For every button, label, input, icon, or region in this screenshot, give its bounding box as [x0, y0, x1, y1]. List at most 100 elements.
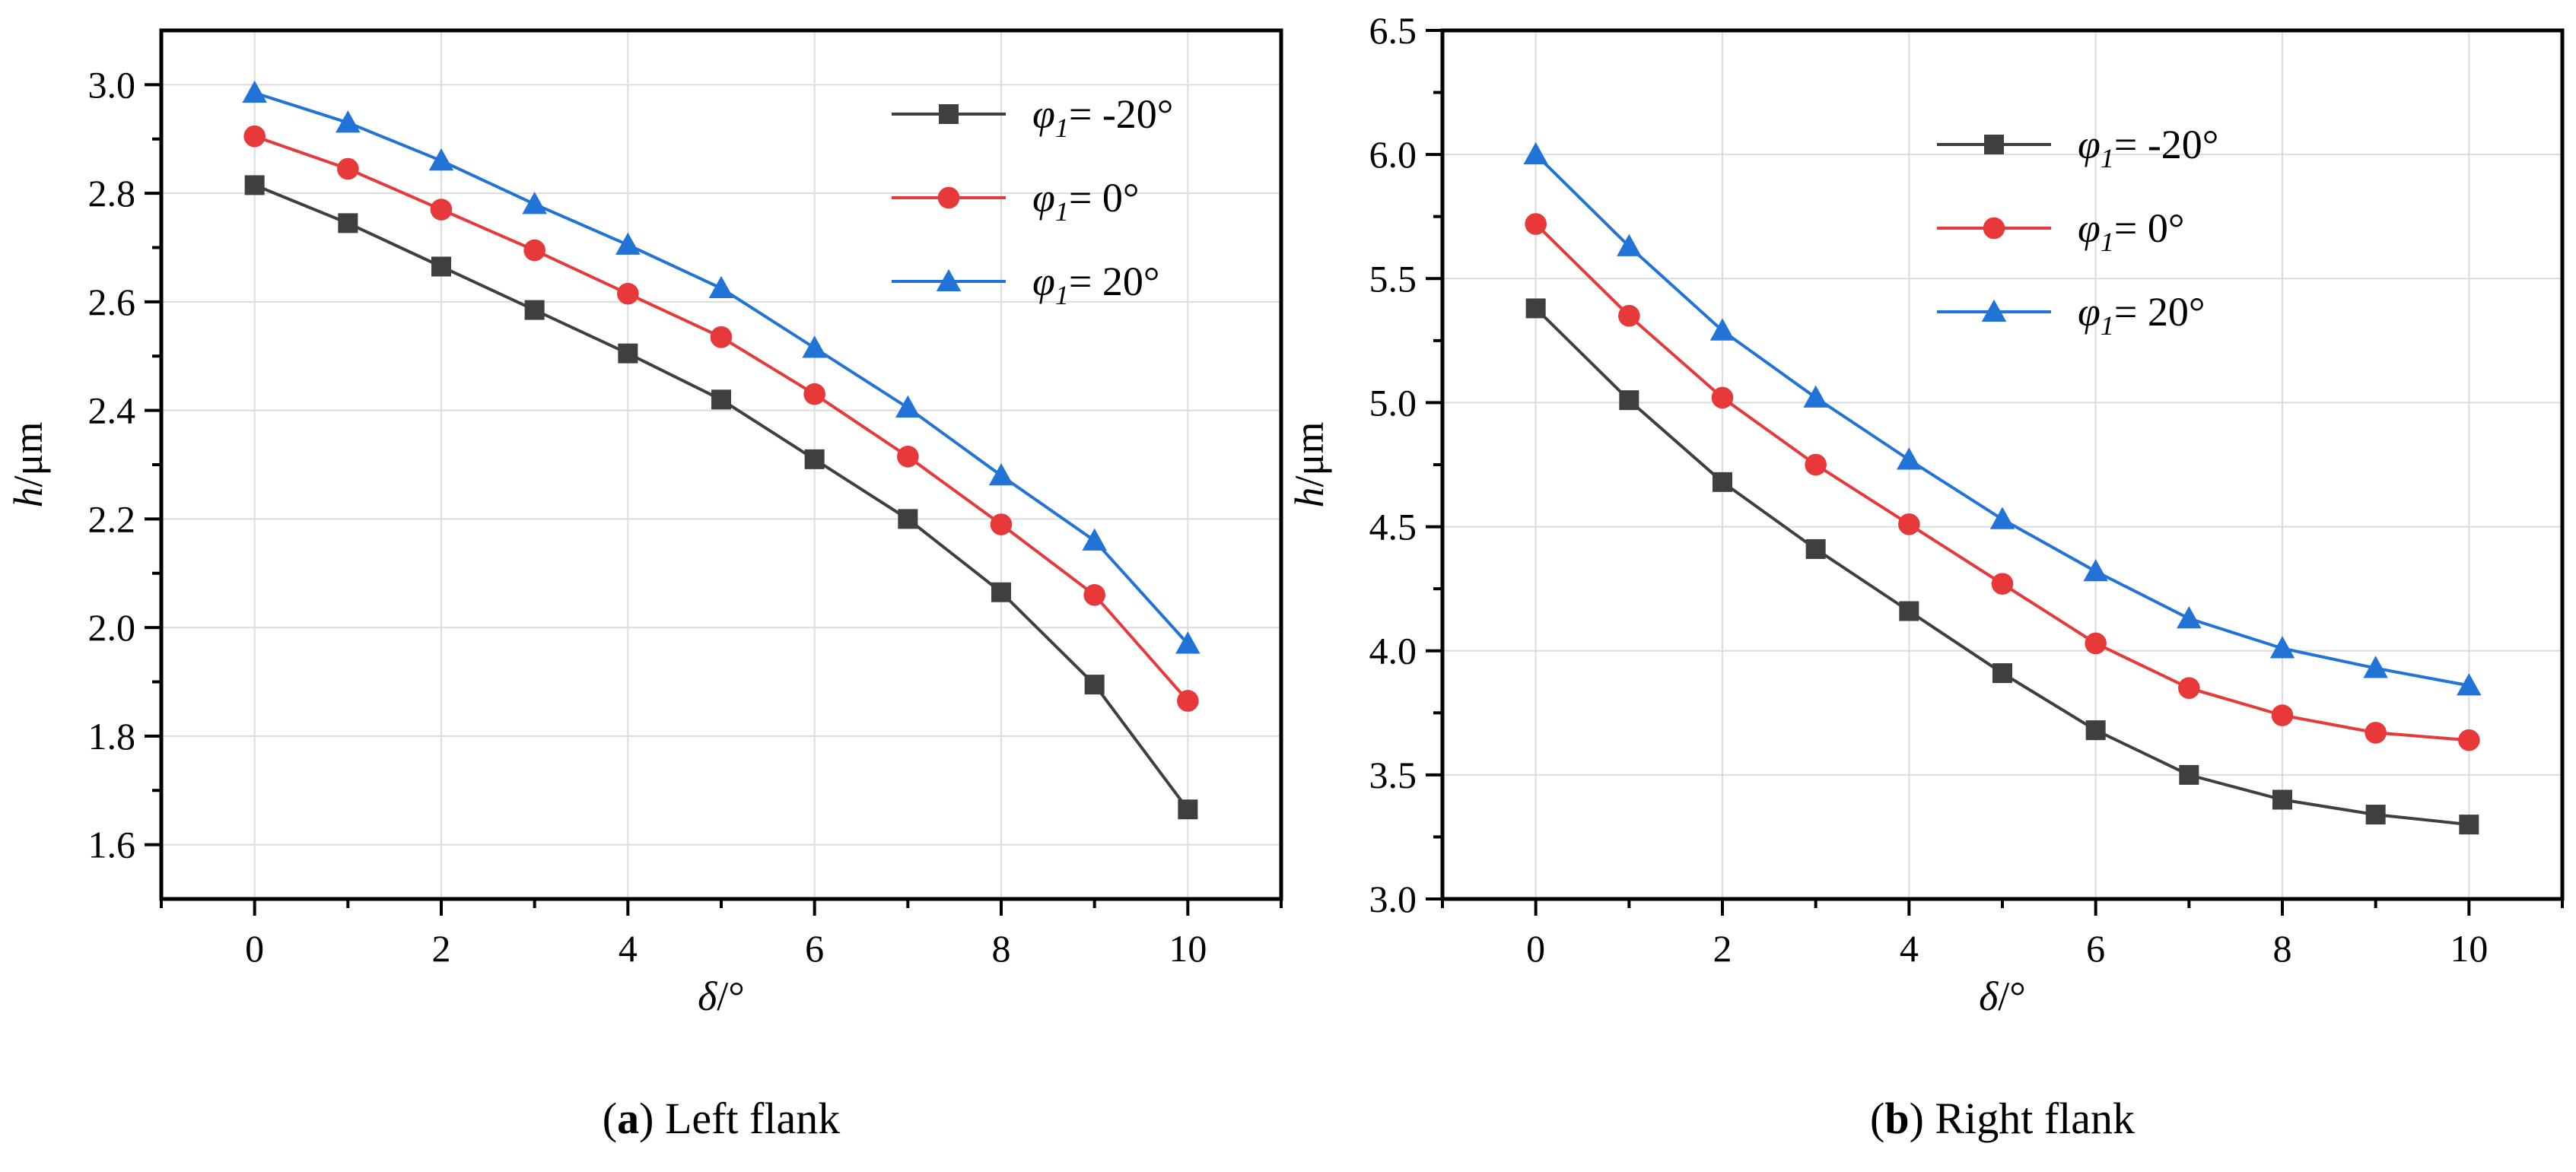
- data-point: [618, 343, 638, 364]
- data-point: [708, 275, 734, 299]
- y-axis-unit: /μm: [1286, 422, 1332, 488]
- data-point: [2457, 673, 2482, 696]
- x-tick-label: 4: [1900, 927, 1919, 970]
- data-point: [1619, 390, 1639, 411]
- legend-subscript: 1: [2101, 143, 2114, 173]
- legend-value: = -20°: [1069, 91, 1174, 137]
- legend-subscript: 1: [1055, 113, 1069, 143]
- y-axis-symbol: h: [5, 487, 51, 507]
- data-point: [617, 282, 639, 305]
- data-point: [336, 110, 361, 133]
- data-point: [523, 239, 545, 262]
- data-point: [1082, 528, 1107, 551]
- data-point: [988, 463, 1014, 486]
- data-point: [431, 256, 451, 277]
- y-tick-label: 4.5: [1369, 506, 1417, 548]
- legend-subscript: 1: [2101, 310, 2114, 341]
- x-axis: 0 2 4 6 8 10: [160, 899, 1283, 970]
- y-axis: 1.6 1.8 2.0 2.2 2.4 2.6 2.8 3.0: [88, 63, 161, 866]
- data-point: [1803, 385, 1828, 408]
- x-tick-label: 0: [245, 927, 264, 970]
- y-tick-label: 5.0: [1369, 381, 1417, 424]
- gridlines: [161, 30, 1281, 899]
- data-point: [1709, 318, 1735, 341]
- y-axis-symbol: h: [1286, 487, 1332, 507]
- data-point: [1178, 799, 1198, 820]
- data-point: [1899, 601, 1919, 621]
- data-point: [2365, 805, 2386, 825]
- data-point: [2459, 815, 2479, 835]
- series-circle: [1525, 213, 2480, 751]
- legend-item: φ1= 0°: [892, 175, 1139, 227]
- legend-value: = -20°: [2114, 122, 2219, 167]
- data-point: [1175, 631, 1201, 654]
- data-point: [2271, 704, 2294, 726]
- y-tick-label: 3.0: [1369, 878, 1417, 920]
- data-point: [1711, 386, 1734, 409]
- y-tick-label: 2.2: [88, 497, 136, 540]
- chart-caption: (a) Left flank: [603, 1094, 840, 1143]
- data-point: [2085, 632, 2107, 655]
- data-point: [802, 335, 827, 358]
- data-point: [2269, 636, 2295, 659]
- data-point: [936, 268, 962, 291]
- data-point: [897, 445, 919, 468]
- caption-letter: b: [1884, 1094, 1909, 1143]
- caption-letter: a: [617, 1094, 639, 1143]
- legend-item: φ1= -20°: [892, 91, 1173, 143]
- data-point: [337, 157, 359, 180]
- data-point: [1618, 304, 1640, 327]
- caption-text: Right flank: [1924, 1094, 2135, 1143]
- x-tick-label: 8: [2273, 927, 2292, 970]
- series-line: [1534, 306, 2469, 827]
- series-triangle: [242, 80, 1201, 654]
- data-point: [1525, 298, 1546, 319]
- legend-value: = 0°: [1069, 175, 1140, 221]
- x-tick-label: 10: [2450, 927, 2488, 970]
- legend-label: φ1= 0°: [1032, 175, 1139, 227]
- data-point: [242, 80, 267, 103]
- data-point: [244, 175, 265, 195]
- x-axis-symbol: δ: [1979, 973, 1999, 1019]
- legend-symbol: φ: [1032, 91, 1055, 137]
- legend-item: φ1= 20°: [1937, 289, 2205, 341]
- series-square: [244, 175, 1198, 820]
- legend-item: φ1= -20°: [1937, 122, 2218, 173]
- data-point: [991, 582, 1011, 602]
- series-circle: [243, 125, 1199, 712]
- data-point: [803, 383, 825, 405]
- data-point: [1713, 472, 1732, 492]
- y-axis-label: h/μm: [5, 422, 51, 508]
- y-axis-label: h/μm: [1286, 422, 1332, 508]
- chart-a: 0 2 4 6 8 101.61.82.02.22.42.62.83.0δ/°h/μmφ1…: [5, 28, 1283, 1143]
- data-point: [1984, 135, 2004, 154]
- data-point: [1083, 584, 1105, 606]
- data-point: [2365, 722, 2387, 744]
- legend-value: = 0°: [2114, 205, 2185, 251]
- x-axis: 0 2 4 6 8 10: [1441, 899, 2564, 970]
- caption-open-paren: (: [1870, 1094, 1884, 1143]
- legend-symbol: φ: [1032, 259, 1055, 304]
- series-triangle: [1523, 141, 2482, 696]
- data-point: [2179, 764, 2199, 785]
- data-point: [804, 449, 825, 469]
- y-tick-label: 2.0: [88, 606, 136, 649]
- legend-subscript: 1: [2101, 227, 2114, 257]
- legend-subscript: 1: [1055, 280, 1069, 310]
- data-point: [711, 389, 731, 410]
- y-tick-label: 6.0: [1369, 133, 1417, 176]
- y-tick-label: 4.0: [1369, 630, 1417, 672]
- x-axis-label: δ/°: [1979, 973, 2026, 1019]
- y-axis: 3.0 3.5 4.0 4.5 5.0 5.5 6.0 6.5: [1369, 9, 1442, 920]
- x-tick-label: 10: [1169, 927, 1207, 970]
- data-point: [990, 513, 1013, 535]
- data-point: [1084, 675, 1105, 695]
- y-tick-label: 3.5: [1369, 754, 1417, 796]
- data-point: [895, 395, 921, 418]
- chart-caption: (b) Right flank: [1870, 1094, 2135, 1143]
- data-point: [1981, 299, 2007, 322]
- x-axis-unit: /°: [717, 973, 745, 1019]
- data-point: [2178, 677, 2200, 699]
- data-point: [1983, 217, 2005, 240]
